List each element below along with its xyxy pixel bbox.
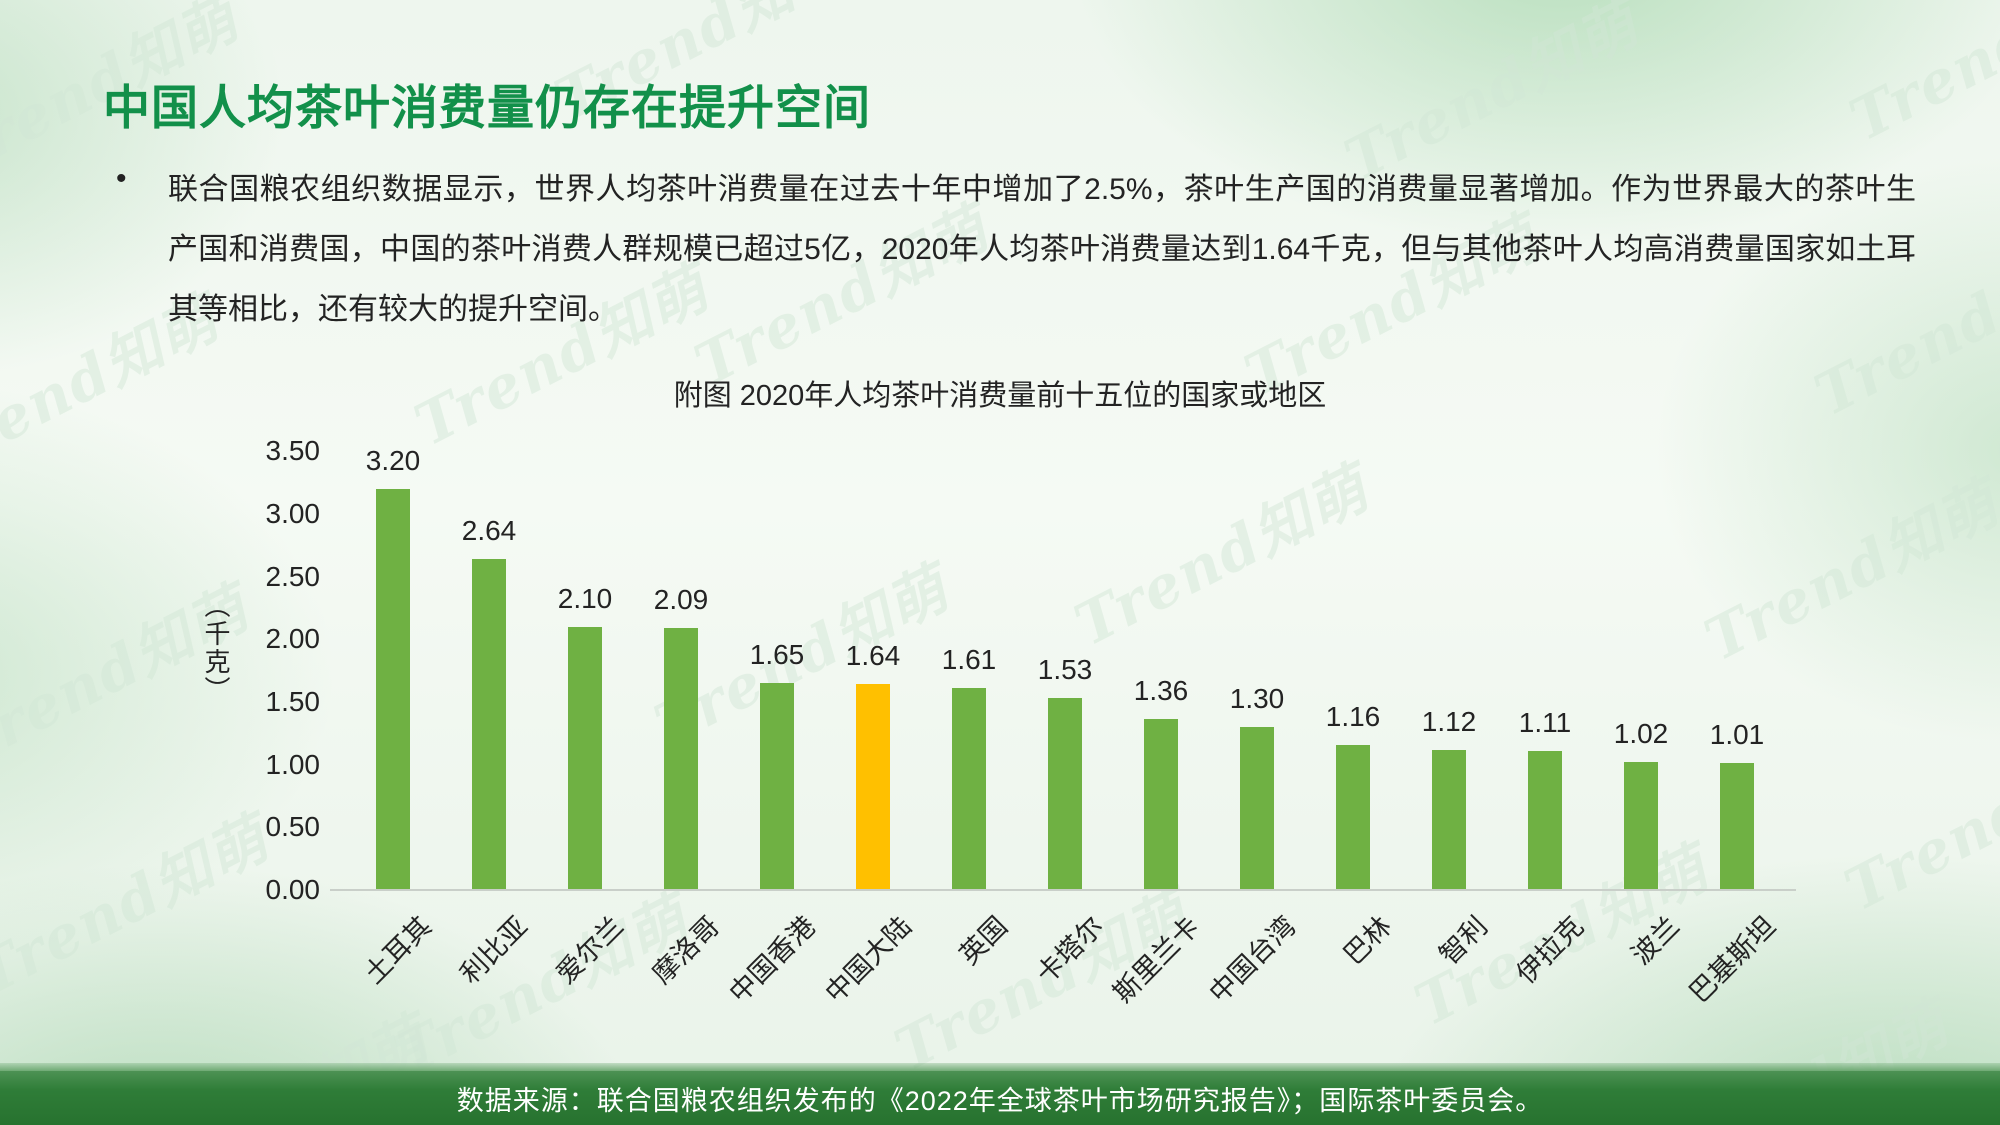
bar-value-label: 1.53: [1037, 654, 1093, 686]
x-axis-label: 巴基斯坦: [1683, 910, 1782, 1009]
x-axis-label: 卡塔尔: [1030, 910, 1110, 990]
bar-value-label: 1.11: [1518, 706, 1572, 738]
x-axis-label: 伊拉克: [1510, 910, 1590, 990]
y-tick-label: 3.50: [265, 435, 321, 467]
chart-title: 附图 2020年人均茶叶消费量前十五位的国家或地区: [673, 380, 1327, 412]
watermark-text: Trend知萌: [384, 883, 700, 1090]
bar-巴林: [1336, 744, 1370, 890]
bar-爱尔兰: [568, 626, 602, 890]
x-axis-label: 斯里兰卡: [1107, 910, 1206, 1009]
bar-value-label: 3.20: [365, 444, 421, 476]
bar-value-label: 1.65: [749, 639, 805, 671]
bar-斯里兰卡: [1144, 719, 1178, 890]
bar-摩洛哥: [664, 627, 698, 890]
bullet-paragraph: • 联合国粮农组织数据显示，世界人均茶叶消费量在过去十年中增加了2.5%，茶叶生…: [116, 160, 1916, 340]
x-axis-label: 巴林: [1337, 910, 1398, 971]
data-source-text: 数据来源：联合国粮农组织发布的《2022年全球茶叶市场研究报告》；国际茶叶委员会…: [456, 1085, 1544, 1116]
bar-波兰: [1624, 762, 1658, 890]
x-axis-label: 波兰: [1625, 910, 1686, 971]
bar-value-label: 1.02: [1613, 718, 1669, 750]
bar-value-label: 1.12: [1421, 705, 1477, 737]
bar-利比亚: [472, 558, 506, 890]
page-title: 中国人均茶叶消费量仍存在提升空间: [103, 81, 871, 135]
bar-value-label: 2.10: [557, 582, 613, 614]
x-axis-label: 摩洛哥: [646, 910, 726, 990]
bullet-text: 联合国粮农组织数据显示，世界人均茶叶消费量在过去十年中增加了2.5%，茶叶生产国…: [168, 173, 1916, 326]
y-tick-label: 0.00: [265, 874, 321, 905]
bar-中国台湾: [1240, 726, 1274, 890]
x-axis-label: 中国大陆: [819, 910, 918, 1009]
footer-bar: 数据来源：联合国粮农组织发布的《2022年全球茶叶市场研究报告》；国际茶叶委员会…: [0, 1063, 2000, 1125]
watermark-text: Trend知萌: [1839, 0, 2000, 155]
bar-巴基斯坦: [1720, 763, 1754, 890]
y-tick-label: 2.00: [265, 623, 321, 655]
bar-英国: [952, 688, 986, 890]
x-axis-label: 爱尔兰: [550, 910, 630, 990]
bar-value-label: 1.61: [941, 644, 997, 676]
bar-value-label: 1.64: [845, 640, 901, 672]
y-tick-label: 3.00: [265, 497, 321, 529]
x-axis-label: 土耳其: [358, 910, 438, 990]
bar-value-label: 1.36: [1133, 675, 1189, 707]
x-axis-label: 中国台湾: [1203, 910, 1302, 1009]
bar-value-label: 1.16: [1325, 700, 1381, 732]
x-axis-label: 智利: [1433, 910, 1494, 971]
bar-伊拉克: [1528, 750, 1562, 890]
bar-卡塔尔: [1048, 698, 1082, 890]
bar-value-label: 1.01: [1709, 719, 1765, 751]
watermark-text: Trend知萌: [1694, 468, 2000, 675]
y-tick-label: 2.50: [265, 560, 321, 592]
bar-中国香港: [760, 683, 794, 890]
x-axis-line: [330, 889, 1796, 891]
bullet-marker: •: [116, 162, 127, 195]
bar-中国大陆: [856, 684, 890, 890]
bar-value-label: 2.09: [653, 583, 709, 615]
y-axis-unit-label: （千克）: [201, 592, 231, 704]
watermark-text: Trend知萌: [1834, 718, 2000, 925]
y-tick-label: 1.00: [265, 748, 321, 780]
bar-智利: [1432, 749, 1466, 890]
y-tick-label: 0.50: [265, 811, 321, 843]
bar-value-label: 1.30: [1229, 682, 1285, 714]
bar-土耳其: [376, 488, 410, 890]
watermark-text: Trend知萌: [1064, 453, 1380, 660]
x-axis-label: 中国香港: [723, 910, 822, 1009]
y-tick-label: 1.50: [265, 685, 321, 717]
bar-value-label: 2.64: [461, 514, 517, 546]
x-axis-label: 英国: [953, 910, 1014, 971]
x-axis-label: 利比亚: [454, 910, 534, 990]
